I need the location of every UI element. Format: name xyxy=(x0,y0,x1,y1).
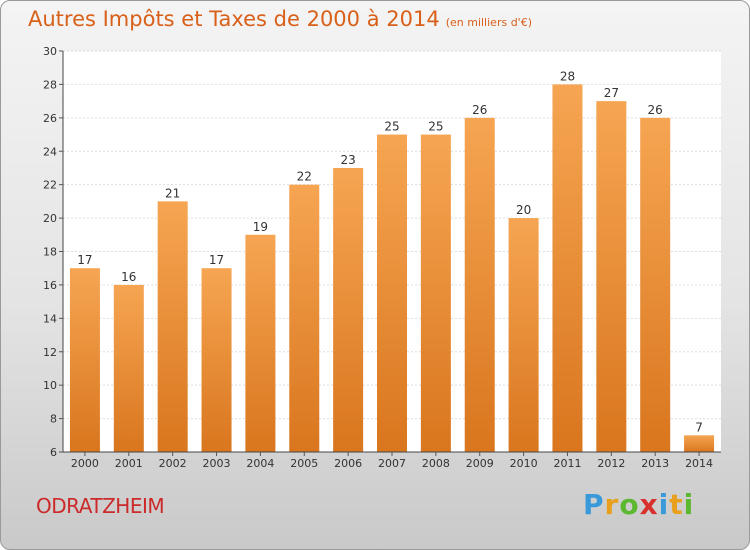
x-tick-label: 2007 xyxy=(378,457,406,470)
bar xyxy=(640,117,671,452)
bar-value-label: 22 xyxy=(297,170,312,184)
logo-letter: i xyxy=(683,488,695,521)
bar-value-label: 26 xyxy=(472,103,487,117)
x-tick-label: 2014 xyxy=(685,457,713,470)
x-tick-label: 2009 xyxy=(466,457,494,470)
bars xyxy=(69,84,715,453)
y-tick-label: 14 xyxy=(43,312,57,325)
bar-value-label: 21 xyxy=(165,186,180,200)
bar-value-label: 20 xyxy=(516,203,531,217)
x-tick-label: 2000 xyxy=(71,457,99,470)
bar-value-label: 27 xyxy=(604,86,619,100)
bar xyxy=(377,134,407,452)
bar xyxy=(245,234,276,452)
bar-value-label: 25 xyxy=(428,120,443,134)
logo-letter: P xyxy=(583,488,605,521)
y-tick-label: 30 xyxy=(43,45,57,58)
bar xyxy=(157,201,188,452)
bar xyxy=(508,218,539,452)
y-tick-label: 22 xyxy=(43,179,57,192)
bar-value-label: 19 xyxy=(253,220,268,234)
logo-letter: x xyxy=(639,488,659,521)
y-tick-label: 16 xyxy=(43,279,57,292)
bar-value-label: 7 xyxy=(695,420,703,434)
logo-letter: i xyxy=(658,488,670,521)
chart-subtitle: (en milliers d'€) xyxy=(445,16,532,29)
bar-value-label: 23 xyxy=(340,153,355,167)
y-tick-label: 20 xyxy=(43,212,57,225)
x-tick-label: 2012 xyxy=(597,457,625,470)
x-tick-label: 2011 xyxy=(553,457,581,470)
bar-value-label: 17 xyxy=(209,253,224,267)
bar xyxy=(289,184,320,452)
commune-name: ODRATZHEIM xyxy=(36,494,165,518)
tick-labels: 6 8 10 12 14 16 18 20 22 24 26 28 30 2000 2001 2002 2003… xyxy=(43,45,713,470)
bar xyxy=(69,268,100,452)
x-tick-label: 2003 xyxy=(203,457,231,470)
value-labels: 17 16 21 17 19 22 23 25 25 26 20 28 27 26 7 xyxy=(77,69,703,434)
bar xyxy=(464,117,495,452)
bar xyxy=(552,84,583,453)
bar-value-label: 28 xyxy=(560,69,575,83)
logo-letter: o xyxy=(619,488,640,521)
logo-letter: t xyxy=(669,488,684,521)
bar xyxy=(113,284,144,452)
bar-value-label: 26 xyxy=(648,103,663,117)
chart-title: Autres Impôts et Taxes de 2000 à 2014 (en… xyxy=(28,7,532,31)
x-tick-label: 2010 xyxy=(510,457,538,470)
proxiti-logo[interactable]: Proxiti xyxy=(583,488,694,521)
y-tick-label: 8 xyxy=(50,413,57,426)
bar-value-label: 25 xyxy=(384,120,399,134)
x-tick-label: 2004 xyxy=(246,457,274,470)
bar-value-label: 16 xyxy=(121,270,136,284)
bar xyxy=(420,134,451,452)
y-tick-label: 24 xyxy=(43,145,57,158)
x-tick-label: 2006 xyxy=(334,457,362,470)
chart-title-text: Autres Impôts et Taxes de 2000 à 2014 xyxy=(28,7,440,31)
bar-value-label: 17 xyxy=(77,253,92,267)
y-tick-label: 28 xyxy=(43,78,57,91)
bar xyxy=(684,435,715,452)
bar xyxy=(333,167,364,453)
y-tick-label: 6 xyxy=(50,446,57,459)
y-tick-label: 18 xyxy=(43,246,57,259)
y-tick-label: 26 xyxy=(43,112,57,125)
x-tick-label: 2002 xyxy=(159,457,187,470)
bar xyxy=(201,268,232,452)
x-tick-label: 2005 xyxy=(290,457,318,470)
y-tick-label: 12 xyxy=(43,346,57,359)
y-tick-label: 10 xyxy=(43,379,57,392)
bar xyxy=(596,101,627,452)
x-tick-label: 2001 xyxy=(115,457,143,470)
logo-letter: r xyxy=(604,488,620,521)
x-tick-label: 2008 xyxy=(422,457,450,470)
x-tick-label: 2013 xyxy=(641,457,669,470)
